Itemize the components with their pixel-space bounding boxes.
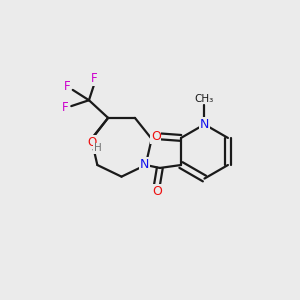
Text: N: N [200,118,209,131]
Text: CH₃: CH₃ [195,94,214,104]
Text: O: O [87,136,97,149]
Text: N: N [140,158,149,171]
Text: O: O [152,185,162,198]
Text: F: F [91,72,98,85]
Text: O: O [151,130,160,143]
Text: F: F [62,101,69,114]
Text: H: H [94,143,102,153]
Text: F: F [64,80,70,94]
